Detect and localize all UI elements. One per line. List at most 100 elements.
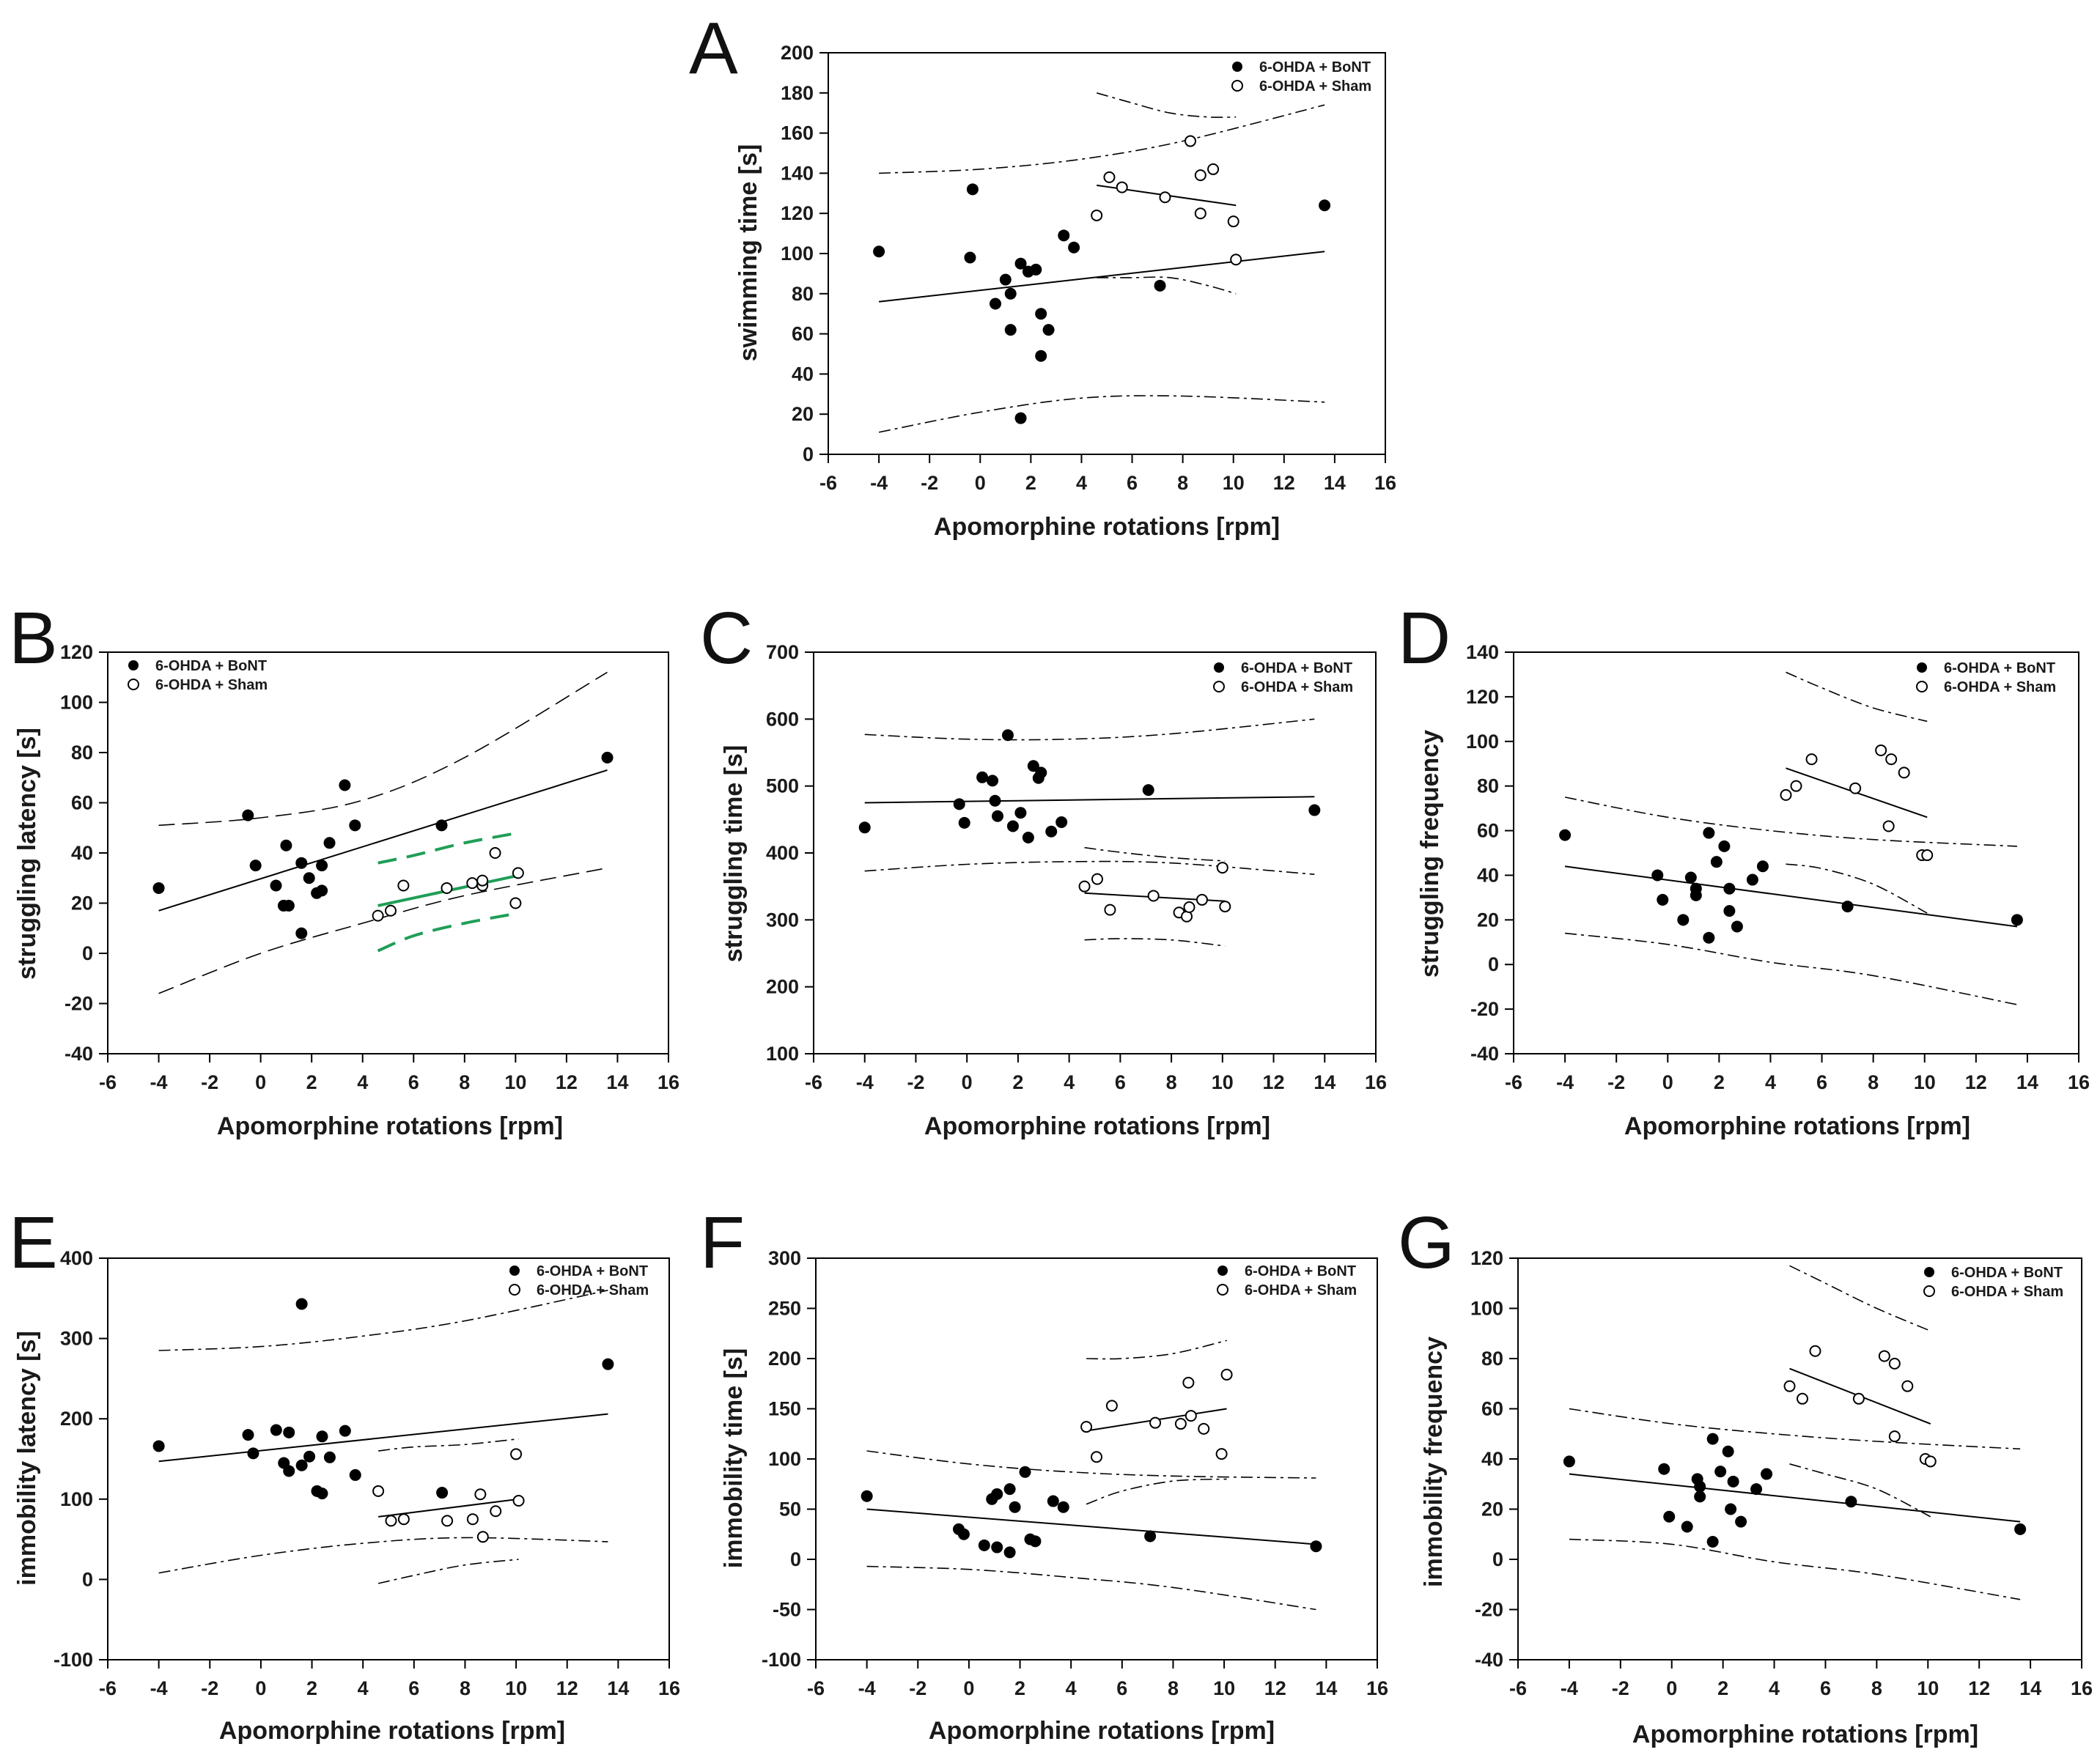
data-point-sham (510, 1448, 523, 1460)
x-tick-label: -6 (99, 1677, 117, 1699)
y-axis-title-d: struggling frequency (1416, 730, 1444, 978)
legend-label-bont: 6-OHDA + BoNT (1245, 1263, 1356, 1279)
data-point-bont (295, 927, 308, 939)
y-tick-label: 0 (1488, 953, 1499, 975)
panel-letter-a: A (689, 7, 738, 89)
data-point-sham (397, 879, 410, 892)
legend-marker-bont (1217, 1266, 1228, 1276)
data-point-sham (476, 1531, 489, 1543)
data-point-bont (152, 882, 165, 894)
data-point-bont (602, 1358, 614, 1370)
legend-g: 6-OHDA + BoNT 6-OHDA + Sham (1923, 1265, 2063, 1300)
data-point-sham (1805, 753, 1818, 766)
data-point-bont (1027, 760, 1039, 772)
y-tick-label: 0 (790, 1548, 801, 1570)
data-point-bont (349, 819, 361, 832)
data-point-bont (323, 1451, 336, 1463)
x-tick-label: 2 (1012, 1071, 1023, 1093)
panel-b: B -6 -4 -2 0 2 4 6 8 10 12 14 16-40-200204060801001… (9, 597, 679, 1140)
data-point-sham (1220, 1368, 1233, 1381)
legend-label-sham: 6-OHDA + Sham (1241, 679, 1353, 695)
y-tick-label: -40 (1475, 1649, 1503, 1671)
y-tick-label: 0 (82, 1568, 93, 1590)
ci-upper-line-bont (879, 104, 1325, 174)
data-point-bont (861, 1490, 873, 1502)
x-tick-label: -2 (921, 472, 938, 494)
panel-g: G -6 -4 -2 0 2 4 6 8 10 12 14 16-40-200204060801001… (1398, 1202, 2093, 1748)
data-point-bont (2014, 1523, 2027, 1535)
x-tick-label: -2 (1612, 1677, 1629, 1699)
y-tick-label: 400 (766, 842, 799, 864)
data-point-bont (1706, 1536, 1719, 1548)
regression-line-bont (158, 769, 608, 912)
data-point-sham (1198, 1422, 1210, 1435)
y-axis-title-b: struggling latency [s] (13, 728, 41, 980)
data-point-sham (1215, 1448, 1228, 1460)
data-point-sham (474, 1488, 487, 1501)
data-point-bont (1563, 1455, 1575, 1468)
data-point-bont (1663, 1510, 1676, 1523)
legend-marker-sham (128, 679, 139, 690)
y-tick-label: 50 (779, 1499, 801, 1521)
data-point-bont (316, 1430, 328, 1443)
data-point-bont (990, 298, 1001, 310)
x-tick-label: 12 (1273, 472, 1295, 494)
panel-f: F -6 -4 -2 0 2 4 6 8 10 12 14 16 -100 -50 0 50 100 150 200… (700, 1202, 1388, 1745)
data-point-bont (249, 860, 262, 872)
data-point-bont (1030, 263, 1042, 276)
data-point-sham (1888, 1430, 1901, 1443)
data-point-sham (372, 1485, 385, 1497)
x-tick-label: -6 (819, 472, 837, 494)
data-point-bont (1746, 873, 1758, 886)
y-tick-label: 400 (60, 1247, 93, 1269)
legend-marker-sham (1923, 1285, 1935, 1297)
x-tick-label: 16 (1366, 1677, 1388, 1699)
y-tick-label: -20 (1470, 998, 1499, 1020)
data-point-bont (1319, 199, 1331, 212)
data-point-sham (466, 877, 479, 890)
x-tick-label: 6 (1816, 1071, 1827, 1093)
data-point-sham (1849, 782, 1862, 794)
legend-c: 6-OHDA + BoNT 6-OHDA + Sham (1213, 660, 1353, 695)
ci-upper-line-sham (1096, 92, 1237, 118)
ci-lower-line-bont (158, 867, 608, 994)
legend-label-sham: 6-OHDA + Sham (155, 677, 268, 693)
data-point-sham (1207, 163, 1220, 175)
y-tick-label: 40 (1481, 1448, 1503, 1470)
y-tick-label: 700 (766, 641, 799, 663)
y-tick-label: 120 (60, 641, 93, 663)
data-point-sham (1116, 181, 1128, 193)
x-tick-label: 2 (1714, 1071, 1725, 1093)
x-tick-label: -4 (856, 1071, 874, 1093)
x-tick-label: 8 (1868, 1071, 1879, 1093)
y-tick-label: -40 (1470, 1043, 1499, 1065)
regression-line-bont (1564, 865, 2018, 928)
x-axis-title-c: Apomorphine rotations [rpm] (924, 1112, 1270, 1140)
data-point-bont (1014, 257, 1027, 270)
data-point-bont (242, 1429, 254, 1441)
y-tick-label: 300 (768, 1247, 801, 1269)
y-tick-label: 120 (781, 202, 814, 224)
x-tick-label: 6 (1116, 1677, 1127, 1699)
x-tick-label: 8 (1177, 472, 1188, 494)
data-point-bont (323, 837, 336, 849)
data-point-bont (964, 251, 976, 264)
y-tick-label: 20 (1477, 909, 1499, 931)
data-point-bont (1029, 1535, 1042, 1548)
x-tick-label: 10 (504, 1071, 526, 1093)
x-tick-label: 4 (1066, 1677, 1077, 1699)
y-tick-label: 60 (1477, 820, 1499, 842)
x-tick-label: 8 (1168, 1677, 1179, 1699)
legend-label-sham: 6-OHDA + Sham (1245, 1282, 1357, 1298)
data-point-bont (1845, 1496, 1857, 1508)
y-tick-label: 100 (1470, 1298, 1503, 1320)
data-point-sham (1194, 207, 1206, 220)
data-point-bont (1559, 829, 1572, 841)
data-point-bont (987, 775, 999, 787)
ci-lower-line-bont (1565, 932, 2018, 1005)
data-point-bont (992, 810, 1004, 822)
y-tick-label: 160 (781, 122, 814, 144)
legend-marker-sham (509, 1284, 520, 1296)
data-point-bont (1694, 1490, 1706, 1503)
x-tick-label: 4 (357, 1071, 368, 1093)
